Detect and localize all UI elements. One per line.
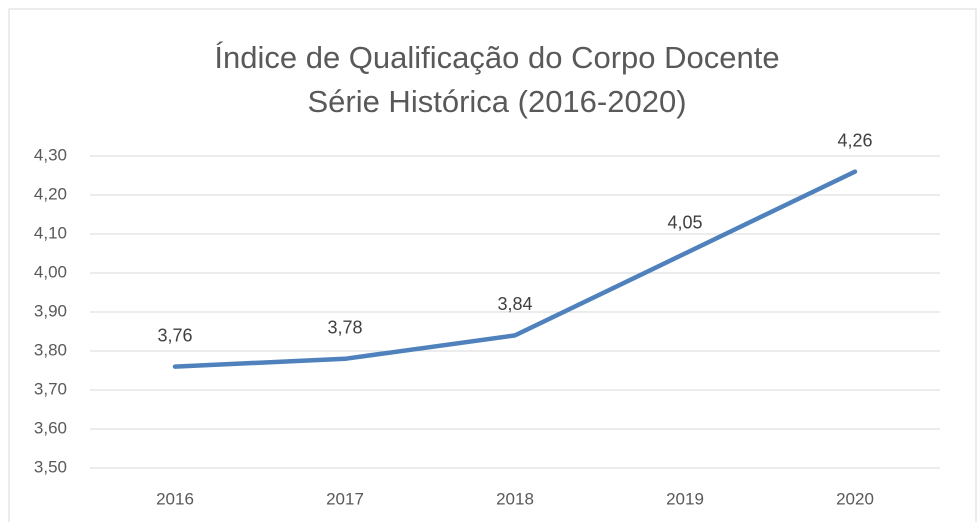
- x-tick-label: 2017: [326, 489, 364, 508]
- x-tick-label: 2020: [836, 489, 874, 508]
- data-label: 3,78: [327, 318, 362, 338]
- data-label: 4,26: [837, 130, 872, 150]
- y-tick-label: 3,50: [34, 457, 67, 476]
- y-tick-label: 3,80: [34, 340, 67, 359]
- y-tick-label: 4,00: [34, 262, 67, 281]
- y-tick-label: 4,20: [34, 184, 67, 203]
- data-label: 3,76: [157, 325, 192, 345]
- chart-border: [8, 8, 977, 522]
- line: [172, 169, 858, 369]
- y-tick-label: 3,70: [34, 379, 67, 398]
- y-tick-label: 4,10: [34, 223, 67, 242]
- chart-title: Índice de Qualificação do Corpo Docente: [214, 40, 779, 75]
- chart-subtitle: Série Histórica (2016-2020): [307, 84, 686, 119]
- x-tick-label: 2019: [666, 489, 704, 508]
- y-tick-label: 4,30: [34, 145, 67, 164]
- data-label: 4,05: [667, 212, 702, 232]
- y-tick-label: 3,90: [34, 301, 67, 320]
- x-tick-label: 2018: [496, 489, 534, 508]
- data-label: 3,84: [497, 294, 532, 314]
- y-tick-label: 3,60: [34, 418, 67, 437]
- x-tick-label: 2016: [156, 489, 194, 508]
